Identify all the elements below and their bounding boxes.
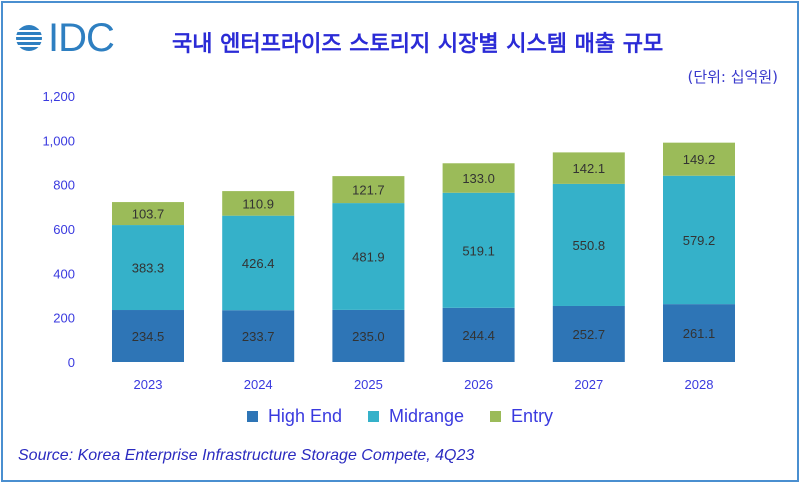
data-label: 426.4 — [242, 256, 275, 271]
data-label: 133.0 — [462, 171, 495, 186]
legend-swatch-high-end — [246, 411, 258, 422]
data-label: 121.7 — [352, 183, 385, 198]
data-label: 142.1 — [573, 161, 606, 176]
bar-high-end — [332, 309, 405, 362]
data-label: 261.1 — [683, 326, 716, 341]
data-label: 550.8 — [573, 238, 606, 253]
bar-entry — [663, 142, 735, 176]
x-tick-label: 2024 — [244, 377, 273, 392]
bar-midrange — [552, 183, 625, 306]
logo-text: IDC — [48, 16, 115, 60]
data-label: 519.1 — [462, 243, 495, 258]
bar-midrange — [332, 203, 405, 310]
bar-entry — [222, 191, 295, 216]
bar-entry — [332, 176, 405, 204]
data-label: 244.4 — [462, 328, 495, 343]
bar-high-end — [663, 304, 735, 362]
data-label: 252.7 — [573, 327, 606, 342]
bar-midrange — [222, 215, 295, 311]
x-tick-label: 2027 — [574, 377, 603, 392]
y-tick-label: 1,200 — [42, 89, 75, 104]
source-note: Source: Korea Enterprise Infrastructure … — [18, 447, 475, 464]
bar-high-end — [112, 310, 184, 362]
x-tick-label: 2028 — [685, 377, 714, 392]
bar-high-end — [222, 310, 295, 362]
data-label: 110.9 — [242, 196, 274, 211]
unit-note: (단위: 십억원) — [687, 68, 778, 86]
legend-item-midrange: Midrange — [368, 406, 464, 427]
data-label: 579.2 — [683, 233, 716, 248]
data-label: 481.9 — [352, 249, 385, 264]
bar-midrange — [112, 225, 184, 311]
y-tick-label: 400 — [53, 266, 75, 281]
legend-label: Entry — [511, 406, 554, 426]
legend-label: High End — [267, 406, 342, 426]
data-label: 103.7 — [132, 207, 165, 222]
bar-entry — [442, 163, 515, 193]
data-label: 235.0 — [352, 329, 385, 344]
bar-high-end — [552, 305, 625, 362]
y-tick-label: 0 — [68, 355, 75, 370]
y-tick-label: 1,000 — [42, 133, 75, 148]
legend-label: Midrange — [389, 406, 465, 426]
legend-item-entry: Entry — [490, 406, 553, 427]
bar-entry — [112, 202, 184, 226]
data-label: 383.3 — [132, 261, 165, 276]
legend-item-high-end: High End — [246, 406, 342, 427]
data-label: 149.2 — [683, 152, 716, 167]
x-tick-label: 2023 — [134, 377, 163, 392]
y-tick-label: 600 — [53, 222, 75, 237]
bar-midrange — [442, 192, 515, 308]
idc-logo: IDC — [14, 16, 115, 60]
globe-icon — [14, 25, 44, 51]
bar-entry — [552, 152, 625, 184]
bar-midrange — [663, 175, 735, 305]
y-tick-label: 200 — [53, 311, 75, 326]
bar-high-end — [442, 307, 515, 362]
legend: High End Midrange Entry — [0, 406, 800, 427]
y-tick-label: 800 — [53, 178, 75, 193]
x-tick-label: 2025 — [354, 377, 383, 392]
chart-title: 국내 엔터프라이즈 스토리지 시장별 시스템 매출 규모 — [172, 32, 664, 57]
x-tick-label: 2026 — [464, 377, 493, 392]
legend-swatch-entry — [490, 411, 502, 422]
legend-swatch-midrange — [368, 411, 379, 422]
data-label: 234.5 — [132, 329, 165, 344]
data-label: 233.7 — [242, 329, 275, 344]
